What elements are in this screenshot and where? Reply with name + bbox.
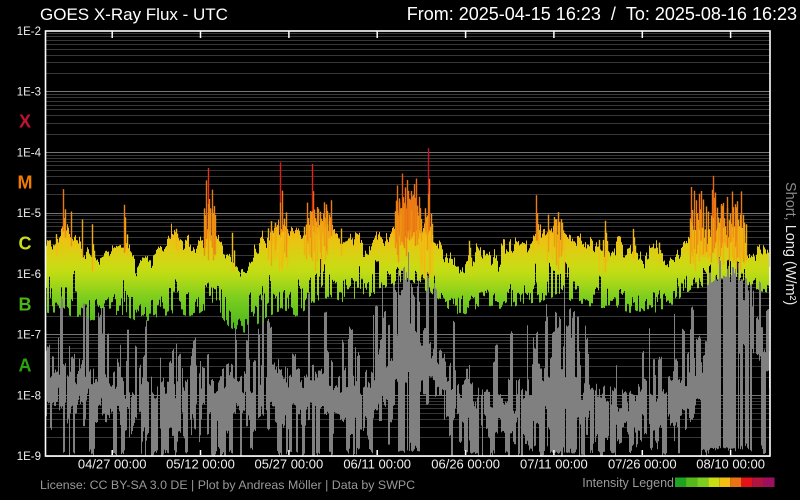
svg-text:C: C: [19, 234, 32, 254]
svg-text:Intensity Legend: Intensity Legend: [582, 476, 674, 490]
svg-text:05/12 00:00: 05/12 00:00: [166, 457, 235, 472]
svg-text:B: B: [19, 295, 32, 315]
svg-text:1E-7: 1E-7: [17, 330, 41, 342]
svg-text:GOES X-Ray Flux - UTC: GOES X-Ray Flux - UTC: [40, 5, 228, 24]
svg-text:1E-5: 1E-5: [17, 208, 41, 220]
svg-text:From: 2025-04-15 16:23 / To:: From: 2025-04-15 16:23 / To: 2025-08-16 …: [407, 4, 797, 24]
svg-text:Short, Long (W/m²): Short, Long (W/m²): [782, 182, 798, 305]
svg-text:05/27 00:00: 05/27 00:00: [255, 457, 324, 472]
svg-text:1E-4: 1E-4: [17, 147, 42, 159]
svg-text:X: X: [19, 112, 31, 132]
svg-text:1E-6: 1E-6: [17, 269, 41, 281]
svg-text:M: M: [18, 173, 33, 193]
svg-text:06/11 00:00: 06/11 00:00: [343, 457, 411, 472]
svg-text:1E-9: 1E-9: [17, 451, 41, 463]
svg-text:04/27 00:00: 04/27 00:00: [78, 457, 147, 472]
svg-text:1E-2: 1E-2: [17, 26, 41, 38]
svg-text:1E-8: 1E-8: [17, 390, 41, 402]
svg-text:07/11 00:00: 07/11 00:00: [520, 457, 588, 472]
svg-text:License: CC BY-SA 3.0 DE | Plo: License: CC BY-SA 3.0 DE | Plot by Andre…: [40, 478, 415, 492]
svg-text:07/26 00:00: 07/26 00:00: [608, 457, 677, 472]
svg-text:1E-3: 1E-3: [17, 87, 41, 99]
svg-text:08/10 00:00: 08/10 00:00: [696, 457, 765, 472]
svg-text:A: A: [19, 356, 32, 376]
svg-text:06/26 00:00: 06/26 00:00: [431, 457, 500, 472]
